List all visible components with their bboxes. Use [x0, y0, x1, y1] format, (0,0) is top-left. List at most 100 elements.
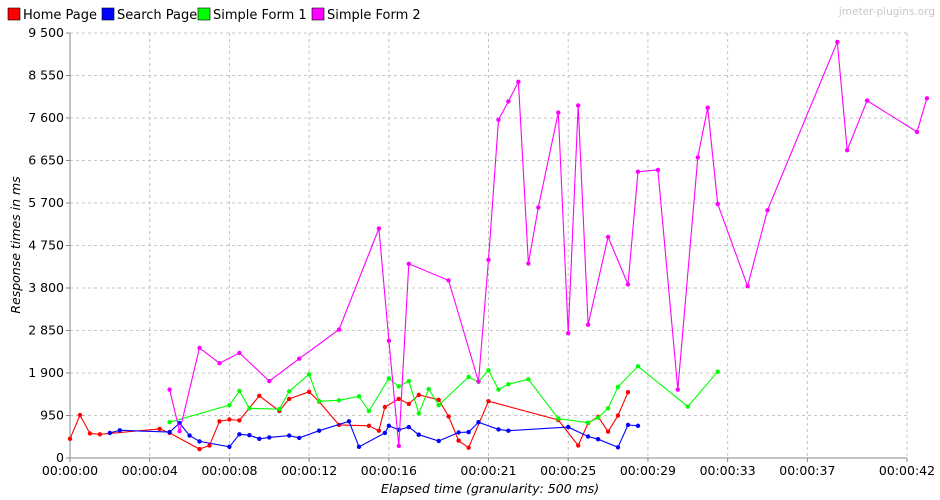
data-point-home-page	[87, 431, 93, 436]
data-point-simple-form-1	[247, 406, 252, 411]
data-point-search-page	[566, 424, 571, 430]
y-tick-label: 950	[40, 408, 64, 423]
data-point-simple-form-2	[406, 261, 411, 266]
data-point-home-page	[67, 436, 73, 441]
legend-label: Search Page	[117, 8, 197, 23]
data-point-simple-form-2	[536, 205, 541, 210]
data-point-search-page	[316, 428, 322, 433]
data-point-simple-form-1	[277, 407, 282, 412]
y-tick-label: 0	[56, 450, 64, 465]
data-point-simple-form-1	[466, 374, 471, 380]
data-point-simple-form-2	[675, 387, 680, 392]
data-point-search-page	[167, 429, 172, 435]
x-tick-label: 00:00:00	[42, 463, 98, 478]
data-point-simple-form-1	[396, 384, 401, 389]
data-point-home-page	[446, 414, 451, 419]
data-point-simple-form-1	[227, 403, 232, 408]
legend-label: Simple Form 1	[213, 8, 307, 23]
y-tick-label: 3 800	[28, 280, 64, 295]
data-point-simple-form-1	[496, 387, 501, 392]
data-point-simple-form-2	[864, 98, 870, 103]
data-point-home-page	[197, 446, 202, 452]
data-point-simple-form-2	[566, 331, 571, 336]
watermark-text: jmeter-plugins.org	[838, 6, 935, 18]
y-tick-label: 8 550	[28, 68, 64, 83]
data-point-simple-form-2	[167, 387, 172, 392]
data-point-simple-form-2	[635, 169, 641, 174]
data-point-simple-form-2	[376, 226, 382, 231]
data-point-simple-form-2	[217, 361, 222, 366]
data-point-simple-form-2	[655, 167, 661, 173]
data-point-home-page	[396, 396, 401, 402]
data-point-search-page	[585, 434, 591, 439]
data-point-simple-form-1	[416, 411, 421, 416]
data-point-simple-form-1	[595, 415, 601, 420]
y-tick-label: 1 900	[28, 365, 64, 380]
data-point-search-page	[625, 422, 631, 428]
legend-item-home-page: Home Page	[7, 7, 97, 23]
data-point-search-page	[476, 420, 481, 425]
data-point-home-page	[237, 418, 242, 423]
data-point-simple-form-1	[715, 369, 720, 374]
data-point-search-page	[386, 423, 392, 428]
x-tick-label: 00:00:21	[460, 463, 516, 478]
data-point-simple-form-2	[526, 261, 531, 266]
data-point-search-page	[117, 428, 123, 433]
legend-item-simple-form-2: Simple Form 2	[311, 7, 421, 23]
series-line-simple-form-2	[169, 41, 928, 446]
data-point-home-page	[227, 417, 232, 422]
y-tick-label: 7 600	[28, 110, 64, 125]
data-point-simple-form-2	[715, 201, 720, 207]
data-point-simple-form-1	[685, 404, 690, 409]
y-tick-label: 6 650	[28, 153, 64, 168]
data-point-simple-form-2	[496, 117, 501, 123]
data-point-simple-form-1	[585, 420, 591, 425]
data-point-search-page	[257, 436, 262, 441]
data-point-simple-form-2	[914, 129, 920, 135]
data-point-simple-form-2	[506, 99, 511, 104]
legend-label: Simple Form 2	[327, 8, 421, 23]
data-point-simple-form-1	[356, 394, 362, 399]
x-tick-label: 00:00:37	[779, 463, 835, 478]
y-tick-label: 4 750	[28, 238, 64, 253]
data-point-search-page	[356, 444, 362, 449]
data-point-simple-form-2	[585, 322, 591, 327]
x-tick-label: 00:00:42	[879, 463, 935, 478]
data-point-search-page	[595, 437, 601, 442]
data-point-home-page	[625, 390, 631, 395]
data-point-search-page	[177, 420, 182, 426]
x-tick-label: 00:00:29	[620, 463, 676, 478]
data-point-simple-form-2	[336, 327, 342, 332]
data-point-search-page	[237, 432, 242, 437]
data-point-home-page	[306, 389, 312, 394]
data-point-simple-form-2	[197, 345, 202, 351]
legend-item-search-page: Search Page	[101, 7, 197, 23]
x-tick-label: 00:00:04	[122, 463, 178, 478]
legend-item-simple-form-1: Simple Form 1	[197, 7, 307, 23]
chart-series	[67, 39, 930, 452]
data-point-simple-form-2	[556, 110, 561, 115]
data-point-search-page	[456, 430, 461, 435]
data-point-home-page	[576, 443, 581, 448]
data-point-home-page	[207, 443, 212, 448]
data-point-home-page	[382, 404, 388, 410]
data-point-simple-form-2	[576, 103, 581, 108]
data-point-simple-form-1	[436, 403, 441, 408]
data-point-simple-form-1	[635, 364, 641, 369]
data-point-simple-form-2	[476, 379, 481, 384]
y-tick-label: 5 700	[28, 195, 64, 210]
data-point-simple-form-1	[406, 378, 411, 384]
data-point-search-page	[506, 428, 511, 433]
data-point-home-page	[466, 445, 471, 450]
chart-grid	[69, 32, 908, 459]
data-point-simple-form-1	[426, 386, 431, 392]
data-point-home-page	[416, 392, 421, 398]
data-point-simple-form-2	[297, 356, 302, 361]
legend-swatch	[101, 7, 115, 21]
data-point-simple-form-1	[167, 420, 172, 425]
data-point-home-page	[406, 401, 411, 407]
data-point-home-page	[97, 432, 103, 437]
x-tick-label: 00:00:33	[700, 463, 756, 478]
data-point-search-page	[297, 435, 302, 441]
data-point-simple-form-2	[695, 155, 700, 160]
